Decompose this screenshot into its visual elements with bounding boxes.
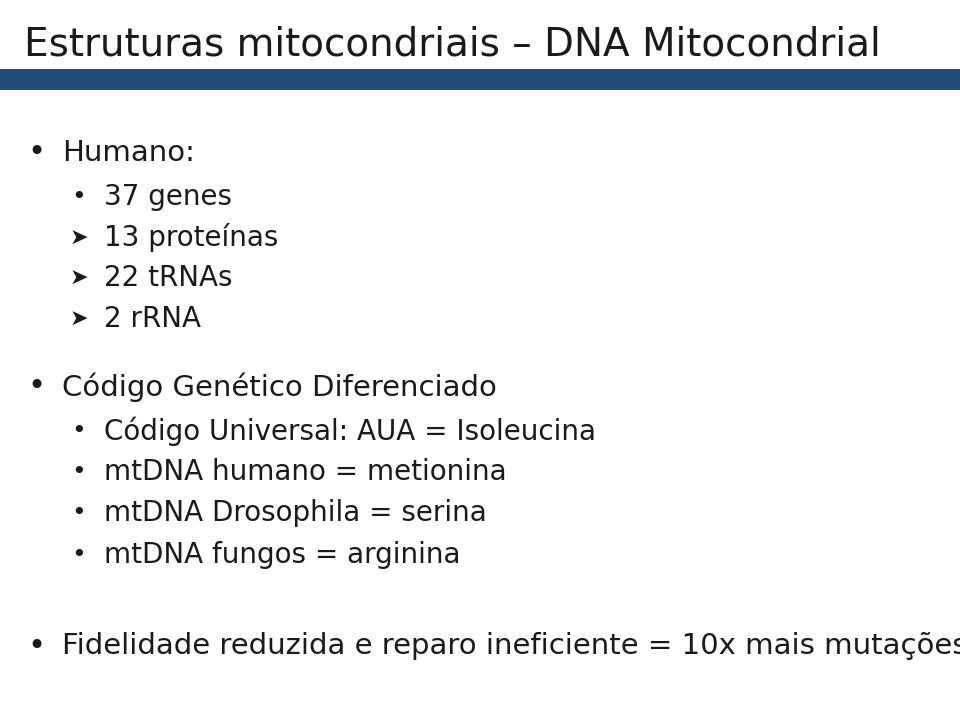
Text: Estruturas mitocondriais – DNA Mitocondrial: Estruturas mitocondriais – DNA Mitocondr… xyxy=(24,25,880,63)
Text: ➤: ➤ xyxy=(69,228,88,248)
Text: •: • xyxy=(28,373,45,401)
Text: •: • xyxy=(28,632,45,660)
Bar xyxy=(0,69,960,90)
Text: 22 tRNAs: 22 tRNAs xyxy=(104,264,232,293)
Text: Humano:: Humano: xyxy=(62,138,195,167)
Text: •: • xyxy=(71,501,86,525)
Text: •: • xyxy=(28,138,45,167)
Text: ➤: ➤ xyxy=(69,309,88,329)
Text: Código Genético Diferenciado: Código Genético Diferenciado xyxy=(62,372,497,402)
Text: ➤: ➤ xyxy=(69,268,88,288)
Text: 37 genes: 37 genes xyxy=(104,183,231,212)
Text: •: • xyxy=(71,185,86,209)
Text: mtDNA fungos = arginina: mtDNA fungos = arginina xyxy=(104,540,460,569)
Text: mtDNA Drosophila = serina: mtDNA Drosophila = serina xyxy=(104,499,487,528)
Text: •: • xyxy=(71,542,86,567)
Text: Código Universal: AUA = Isoleucina: Código Universal: AUA = Isoleucina xyxy=(104,416,595,446)
Text: •: • xyxy=(71,460,86,484)
Text: •: • xyxy=(71,419,86,443)
Text: 2 rRNA: 2 rRNA xyxy=(104,305,201,333)
Text: Fidelidade reduzida e reparo ineficiente = 10x mais mutações: Fidelidade reduzida e reparo ineficiente… xyxy=(62,632,960,660)
Text: 13 proteínas: 13 proteínas xyxy=(104,224,278,252)
Text: mtDNA humano = metionina: mtDNA humano = metionina xyxy=(104,458,506,486)
